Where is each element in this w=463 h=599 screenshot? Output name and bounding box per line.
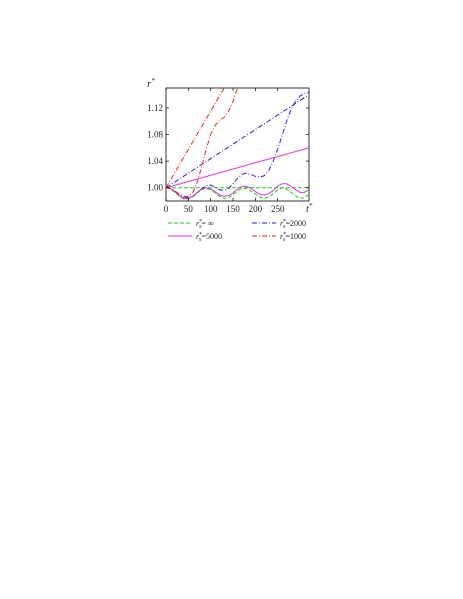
y-axis-label: r* [147, 77, 155, 90]
series-line-6 [166, 88, 225, 188]
y-tick-label: 1.04 [147, 156, 163, 166]
x-tick-label: 250 [271, 204, 285, 214]
series-line-3 [166, 183, 309, 199]
y-axis: 1.00 1.04 1.08 1.12 [147, 103, 309, 193]
y-tick-label: 1.12 [147, 103, 163, 113]
legend-item: r* s=5000 [168, 232, 222, 243]
series-line-0 [166, 187, 309, 200]
series-layer [166, 88, 309, 200]
y-tick-label: 1.00 [147, 183, 163, 193]
plot-frame [165, 87, 310, 202]
series-line-5 [166, 88, 238, 197]
legend-label: r* s=5000 [196, 232, 222, 243]
series-line-4 [166, 147, 309, 189]
x-axis-label: t* [306, 202, 313, 215]
legend-label: r* s=1000 [280, 232, 306, 243]
x-axis: 0 50 100 150 200 250 [164, 88, 285, 214]
x-tick-label: 150 [226, 204, 240, 214]
legend-label: r* s=2000 [280, 219, 306, 230]
x-tick-label: 100 [204, 204, 218, 214]
legend-item: r* s= ∞ [168, 219, 214, 230]
x-tick-label: 200 [249, 204, 263, 214]
x-tick-label: 0 [164, 204, 169, 214]
series-line-1 [166, 91, 309, 199]
series-line-2 [166, 94, 309, 189]
x-tick-label: 50 [184, 204, 194, 214]
legend-item: r* s=2000 [252, 219, 306, 230]
legend: r* s= ∞ r* s=2000 r* s=5000 r* s=1000 [168, 219, 306, 243]
legend-item: r* s=1000 [252, 232, 306, 243]
legend-label: r* s= ∞ [196, 219, 214, 230]
y-tick-label: 1.08 [147, 130, 163, 140]
